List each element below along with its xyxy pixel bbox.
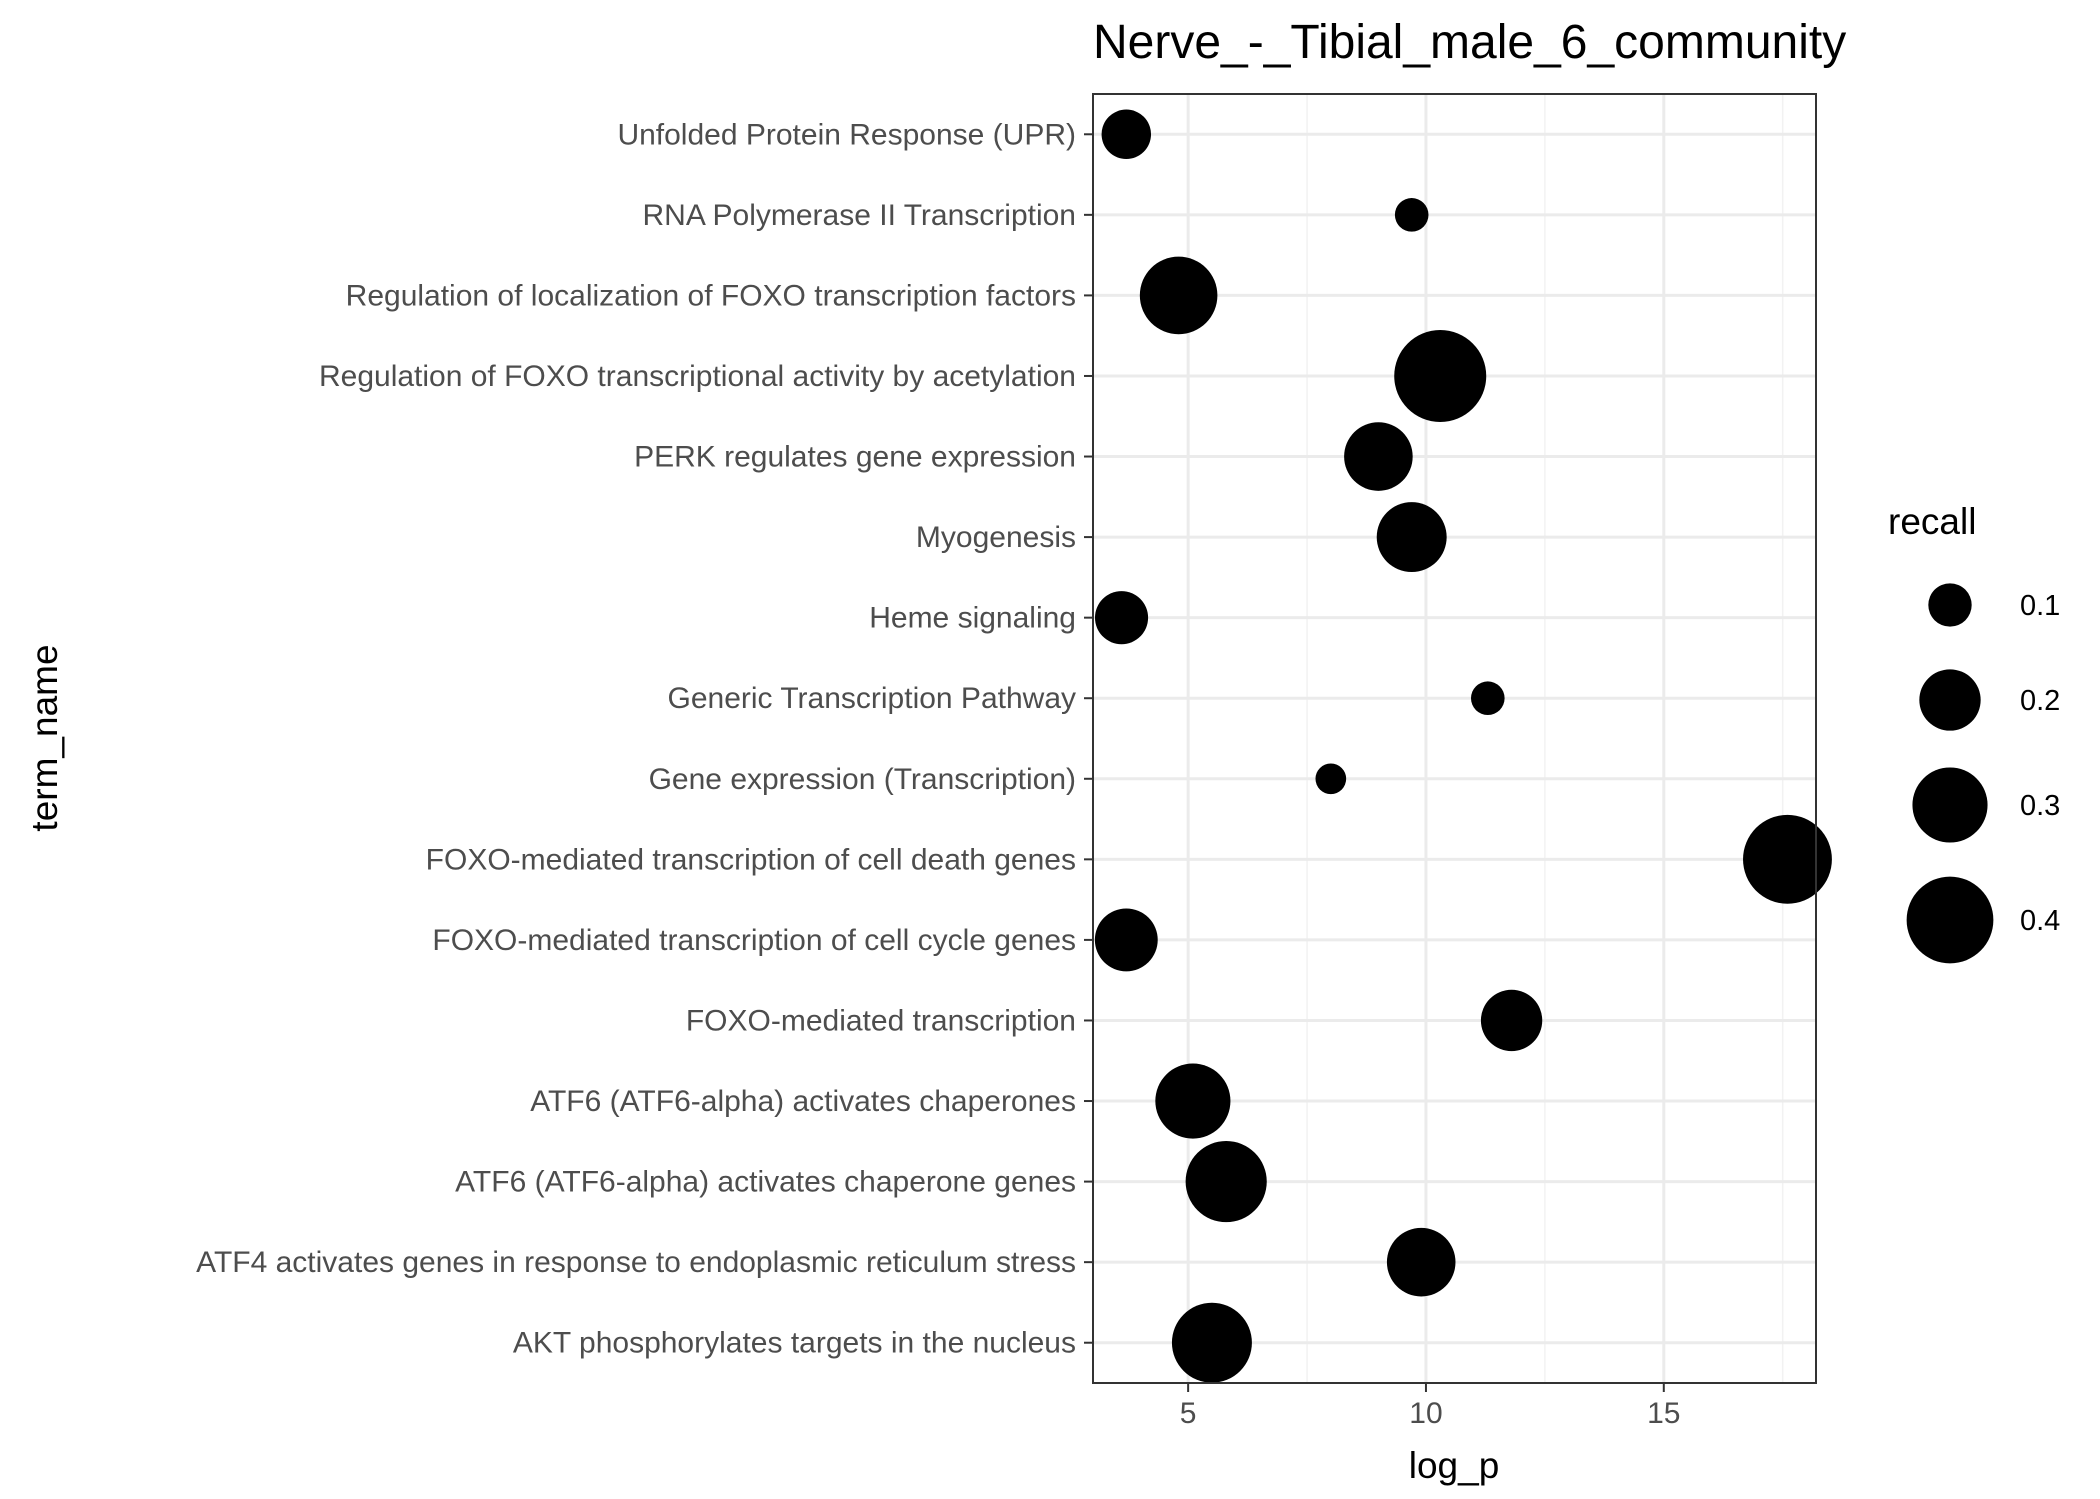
y-tick-label: ATF6 (ATF6-alpha) activates chaperone ge…	[455, 1166, 1076, 1199]
y-tick-label: Gene expression (Transcription)	[649, 763, 1076, 796]
legend-key	[1928, 583, 1972, 627]
data-point	[1386, 1227, 1456, 1297]
x-tick-label: 15	[1647, 1397, 1680, 1430]
legend-label: 0.1	[2020, 590, 2060, 622]
legend-label: 0.2	[2020, 685, 2060, 717]
y-tick-label: PERK regulates gene expression	[634, 441, 1076, 474]
data-point	[1185, 1141, 1267, 1223]
y-tick-label: Generic Transcription Pathway	[667, 682, 1076, 715]
legend-label: 0.3	[2020, 790, 2060, 822]
data-point	[1344, 422, 1413, 491]
minor-gridlines	[1306, 94, 1784, 1383]
data-point	[1139, 256, 1218, 335]
y-tick-label: Heme signaling	[869, 602, 1076, 635]
legend-keys: 0.1 0.2 0.3 0.4	[1906, 583, 2060, 964]
panel-border	[1092, 93, 1817, 1384]
y-tick-label: Myogenesis	[916, 521, 1076, 554]
size-legend: recall 0.1 0.2 0.3 0.4	[1888, 501, 2060, 964]
data-point	[1394, 329, 1487, 422]
data-point	[1480, 989, 1543, 1052]
y-tick-label: ATF6 (ATF6-alpha) activates chaperones	[530, 1085, 1076, 1118]
x-tick-label: 5	[1180, 1397, 1197, 1430]
data-point	[1101, 109, 1152, 160]
y-tick-label: Regulation of FOXO transcriptional activ…	[319, 360, 1076, 393]
data-point	[1094, 591, 1149, 645]
data-point	[1094, 908, 1158, 972]
legend-key	[1906, 876, 1994, 964]
data-points	[1094, 109, 1832, 1383]
y-tick-label: RNA Polymerase II Transcription	[643, 199, 1077, 232]
data-point	[1171, 1302, 1252, 1383]
y-tick-label: AKT phosphorylates targets in the nucleu…	[513, 1327, 1076, 1360]
y-axis: AKT phosphorylates targets in the nucleu…	[196, 118, 1093, 1360]
y-tick-label: Regulation of localization of FOXO trans…	[346, 279, 1076, 312]
data-point	[1743, 814, 1832, 904]
y-axis-title: term_name	[24, 644, 65, 831]
legend-label: 0.4	[2020, 905, 2060, 937]
legend-key	[1912, 767, 1988, 843]
legend-title: recall	[1888, 501, 1976, 542]
data-point	[1376, 502, 1447, 573]
data-point	[1155, 1063, 1231, 1139]
data-point	[1315, 763, 1347, 795]
legend-key	[1919, 669, 1981, 731]
x-axis-title: log_p	[1409, 1445, 1500, 1486]
y-tick-label: ATF4 activates genes in response to endo…	[196, 1246, 1076, 1279]
x-axis: 5 10 15	[1180, 1383, 1680, 1430]
y-tick-label: FOXO-mediated transcription	[686, 1004, 1076, 1037]
y-tick-label: Unfolded Protein Response (UPR)	[617, 118, 1076, 151]
plot-panel	[1092, 93, 1832, 1384]
y-tick-label: FOXO-mediated transcription of cell cycl…	[432, 924, 1076, 957]
data-point	[1470, 681, 1505, 716]
x-tick-label: 10	[1409, 1397, 1442, 1430]
data-point	[1394, 198, 1429, 232]
y-tick-label: FOXO-mediated transcription of cell deat…	[426, 843, 1076, 876]
chart-title: Nerve_-_Tibial_male_6_community	[1093, 16, 1846, 69]
